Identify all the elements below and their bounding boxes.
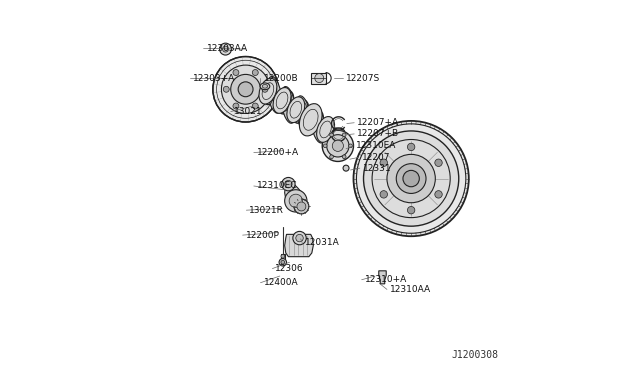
Ellipse shape — [259, 78, 277, 104]
Circle shape — [342, 155, 346, 158]
Circle shape — [380, 159, 387, 167]
Circle shape — [387, 154, 435, 203]
Ellipse shape — [296, 96, 310, 132]
Circle shape — [281, 260, 285, 264]
Circle shape — [435, 190, 442, 198]
Text: 12400A: 12400A — [264, 278, 298, 287]
Ellipse shape — [311, 106, 326, 143]
Circle shape — [349, 144, 353, 148]
Circle shape — [233, 103, 239, 109]
Text: 12310EC: 12310EC — [257, 182, 297, 190]
Ellipse shape — [278, 91, 294, 114]
Circle shape — [403, 170, 419, 187]
Circle shape — [285, 190, 307, 212]
Text: 12207+B: 12207+B — [357, 129, 399, 138]
Circle shape — [408, 143, 415, 151]
Circle shape — [332, 140, 344, 151]
Circle shape — [380, 190, 387, 198]
Circle shape — [315, 74, 324, 83]
Circle shape — [353, 121, 468, 236]
Polygon shape — [310, 73, 326, 84]
Text: 12200+A: 12200+A — [257, 148, 299, 157]
Text: 12303+A: 12303+A — [193, 74, 235, 83]
Text: J1200308: J1200308 — [452, 350, 499, 360]
Circle shape — [408, 206, 415, 214]
Text: 13021R: 13021R — [250, 206, 284, 215]
Polygon shape — [285, 234, 314, 257]
Ellipse shape — [287, 97, 305, 123]
Circle shape — [233, 70, 239, 76]
Ellipse shape — [273, 87, 291, 113]
Circle shape — [364, 131, 459, 226]
Text: 12310+A: 12310+A — [365, 275, 407, 284]
Ellipse shape — [281, 87, 296, 123]
Circle shape — [282, 177, 295, 191]
Circle shape — [279, 259, 287, 266]
Circle shape — [342, 133, 346, 137]
Polygon shape — [379, 271, 386, 284]
Ellipse shape — [260, 83, 270, 90]
Ellipse shape — [293, 100, 308, 123]
Circle shape — [330, 155, 333, 158]
Circle shape — [220, 43, 232, 55]
Ellipse shape — [317, 116, 335, 142]
Ellipse shape — [263, 81, 278, 105]
Ellipse shape — [308, 110, 323, 134]
Bar — [280, 254, 285, 259]
Circle shape — [221, 65, 270, 113]
Text: 12310AA: 12310AA — [390, 285, 431, 294]
Circle shape — [252, 103, 259, 109]
Text: 12031A: 12031A — [305, 238, 340, 247]
Circle shape — [435, 159, 442, 167]
Circle shape — [326, 135, 349, 157]
Text: 12331: 12331 — [363, 164, 392, 173]
Circle shape — [322, 130, 353, 161]
Circle shape — [396, 164, 426, 193]
Text: 13021: 13021 — [234, 107, 262, 116]
Circle shape — [330, 133, 333, 137]
Circle shape — [294, 199, 309, 214]
Text: 12207: 12207 — [362, 153, 390, 162]
Ellipse shape — [262, 84, 268, 88]
Circle shape — [252, 70, 259, 76]
Circle shape — [289, 194, 303, 208]
Circle shape — [281, 254, 285, 258]
Circle shape — [296, 234, 303, 242]
Text: 12303AA: 12303AA — [207, 44, 248, 53]
Circle shape — [223, 86, 229, 92]
Circle shape — [262, 86, 268, 92]
Text: 12200P: 12200P — [246, 231, 280, 240]
Text: 12207+A: 12207+A — [357, 118, 399, 127]
Circle shape — [231, 74, 260, 104]
Ellipse shape — [268, 77, 282, 113]
Ellipse shape — [300, 104, 322, 136]
Circle shape — [293, 231, 306, 245]
Text: 12207S: 12207S — [346, 74, 380, 83]
Circle shape — [297, 202, 306, 211]
Circle shape — [213, 57, 278, 122]
Circle shape — [238, 82, 253, 97]
Text: 12306: 12306 — [275, 264, 304, 273]
Circle shape — [223, 46, 228, 52]
Circle shape — [285, 180, 292, 188]
Circle shape — [323, 144, 327, 148]
Circle shape — [343, 165, 349, 171]
Text: 12200B: 12200B — [264, 74, 298, 83]
Polygon shape — [285, 180, 305, 209]
Text: 12310EA: 12310EA — [356, 141, 396, 150]
